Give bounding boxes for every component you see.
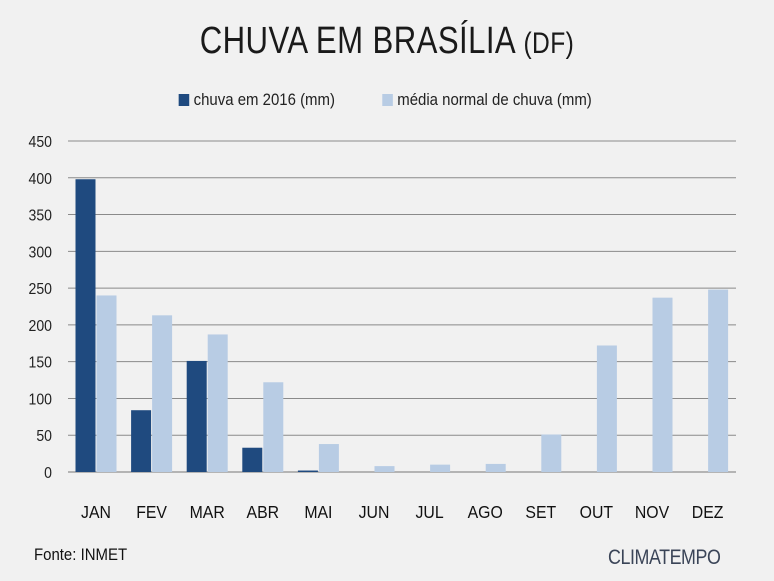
x-tick-label: JUL [416, 502, 444, 522]
bar-2016-mai [297, 470, 318, 472]
bar-normal-nov [652, 297, 673, 472]
y-tick-label: 300 [29, 244, 52, 262]
bar-2016-abr [242, 447, 263, 472]
x-tick-label: AGO [468, 502, 503, 522]
bar-2016-jan [75, 179, 96, 472]
legend-item-2016: chuva em 2016 (mm) [178, 90, 336, 110]
legend-label: chuva em 2016 (mm) [193, 90, 336, 109]
x-tick-label: ABR [247, 502, 280, 522]
legend-swatch [178, 94, 190, 106]
bar-normal-dez [708, 289, 729, 472]
bar-normal-mar [207, 334, 228, 472]
bar-2016-fev [131, 410, 152, 472]
legend-label: média normal de chuva (mm) [397, 90, 592, 109]
x-tick-label: OUT [580, 502, 613, 522]
bar-normal-set [541, 434, 562, 472]
x-tick-label: DEZ [692, 502, 724, 522]
title-suffix: (DF) [523, 27, 575, 60]
y-tick-label: 100 [29, 391, 52, 409]
bar-2016-mar [186, 360, 207, 472]
x-tick-label: NOV [635, 502, 670, 522]
x-tick-label: MAI [304, 502, 332, 522]
bar-normal-jun [374, 466, 395, 472]
chart-title: CHUVA EM BRASÍLIA (DF) [70, 20, 705, 63]
x-tick-label: JAN [81, 502, 111, 522]
bar-normal-ago [485, 463, 506, 472]
bar-normal-abr [263, 382, 284, 472]
y-tick-label: 200 [29, 317, 52, 335]
y-tick-label: 150 [29, 354, 52, 372]
x-tick-label: FEV [136, 502, 167, 522]
legend: chuva em 2016 (mm) média normal de chuva… [0, 90, 774, 110]
y-tick-label: 50 [36, 427, 52, 445]
legend-swatch [382, 94, 393, 106]
y-tick-label: 400 [29, 170, 52, 188]
x-tick-label: JUN [359, 502, 390, 522]
y-tick-label: 0 [44, 464, 52, 482]
bar-normal-fev [152, 315, 173, 472]
y-tick-label: 250 [29, 280, 52, 298]
bar-normal-mai [318, 444, 339, 472]
brand-logo: CLIMATEMPO [608, 546, 721, 569]
bar-normal-jan [96, 295, 117, 472]
source-note: Fonte: INMET [34, 545, 128, 564]
x-tick-label: SET [525, 502, 556, 522]
y-tick-label: 350 [29, 207, 52, 225]
x-tick-label: MAR [190, 502, 225, 522]
bar-normal-out [596, 345, 617, 472]
bar-normal-jul [430, 464, 451, 472]
legend-item-normal: média normal de chuva (mm) [382, 90, 592, 110]
y-tick-label: 450 [29, 133, 52, 151]
title-text: CHUVA EM BRASÍLIA [199, 20, 515, 62]
